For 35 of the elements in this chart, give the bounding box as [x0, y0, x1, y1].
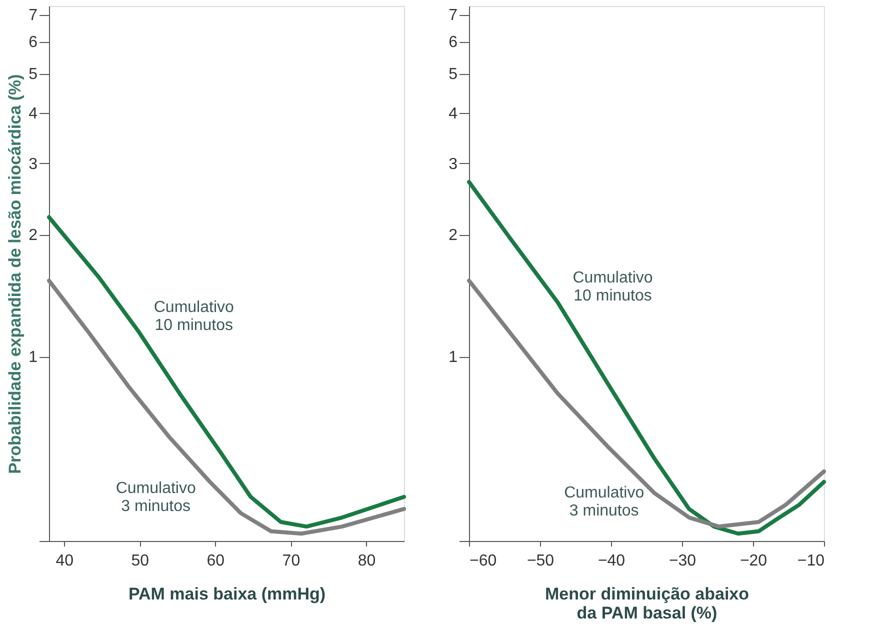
- line-series: [47, 215, 406, 529]
- series-label: Cumulativo 3 minutos: [116, 480, 196, 516]
- x-tick-label: −60: [470, 552, 497, 570]
- y-tick-label: 1: [448, 349, 458, 366]
- y-tick-label: 4: [28, 105, 38, 122]
- x-axis-title: PAM mais baixa (mmHg): [128, 584, 326, 604]
- x-tick-label: −20: [740, 552, 768, 570]
- x-tick-label: −40: [598, 552, 626, 570]
- y-tick-label: 1: [28, 349, 38, 366]
- y-tick-label: 2: [448, 227, 458, 244]
- x-tick-label: −10: [797, 552, 825, 570]
- line-series: [467, 180, 826, 536]
- y-axis-title: Probabilidade expandida de lesão miocárdica (%): [6, 74, 25, 474]
- x-tick-label: 70: [282, 552, 300, 570]
- x-tick-label: 80: [358, 552, 376, 570]
- series-label: Cumulativo 3 minutos: [564, 484, 644, 520]
- y-tick-label: 2: [28, 227, 38, 244]
- line-series: [47, 278, 406, 536]
- x-tick-label: −30: [668, 552, 696, 570]
- y-tick-label: 3: [28, 156, 38, 173]
- x-tick-label: 40: [56, 552, 74, 570]
- y-tick-label: 4: [448, 105, 458, 122]
- y-tick-label: 5: [448, 66, 458, 84]
- x-axis-title: Menor diminuição abaixo da PAM basal (%): [544, 584, 750, 622]
- x-tick-label: 60: [206, 552, 225, 570]
- y-tick-label: 3: [448, 156, 458, 173]
- y-tick-label: 6: [28, 34, 38, 52]
- x-tick-label: −50: [526, 552, 554, 570]
- series-label: Cumulativo 10 minutos: [572, 269, 653, 304]
- series-label: Cumulativo 10 minutos: [154, 298, 234, 334]
- y-tick-label: 7: [28, 7, 38, 24]
- y-tick-label: 7: [448, 7, 458, 24]
- y-tick-label: 5: [28, 66, 38, 84]
- y-tick-label: 6: [448, 34, 458, 52]
- x-tick-label: 50: [131, 552, 150, 570]
